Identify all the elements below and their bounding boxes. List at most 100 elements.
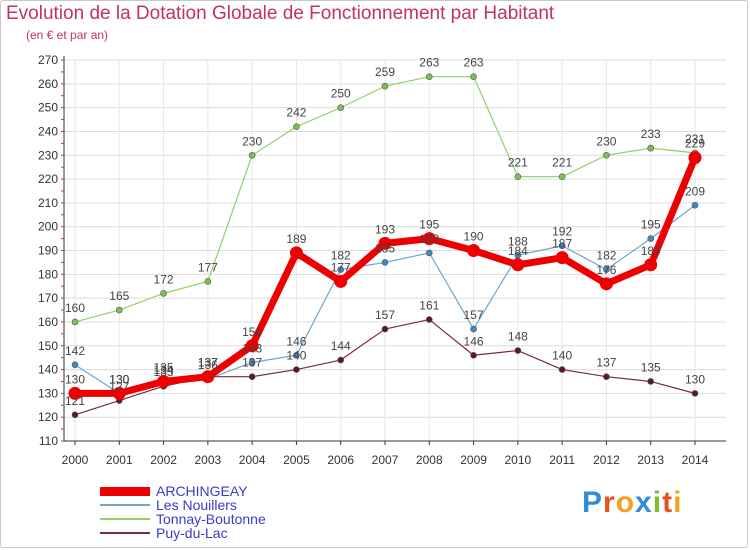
y-tick-label: 120 [38, 410, 58, 424]
data-point-tonnay-boutonne [470, 73, 477, 80]
data-point-tonnay-boutonne [337, 104, 345, 111]
data-point-puy-du-lac [647, 378, 655, 385]
logo-letter: P [582, 486, 604, 519]
data-point-archingeay [245, 339, 259, 353]
data-label-archingeay: 150 [242, 325, 262, 339]
data-label-les-nouillers: 157 [464, 308, 484, 322]
data-label-puy-du-lac: 140 [552, 349, 572, 363]
data-point-archingeay [334, 274, 348, 288]
y-tick-label: 140 [38, 363, 58, 377]
logo-letter: o [615, 486, 636, 519]
data-label-archingeay: 187 [552, 237, 572, 251]
data-point-les-nouillers [558, 242, 566, 250]
logo-letter: r [603, 486, 616, 519]
data-label-tonnay-boutonne: 172 [154, 272, 174, 286]
data-label-tonnay-boutonne: 231 [685, 132, 705, 146]
data-label-archingeay: 176 [596, 263, 616, 277]
x-tick-label: 2014 [682, 453, 709, 467]
y-tick-label: 110 [39, 434, 58, 448]
x-tick-label: 2008 [416, 453, 443, 467]
data-point-tonnay-boutonne [115, 306, 123, 314]
data-point-les-nouillers [71, 361, 79, 369]
data-label-les-nouillers: 143 [242, 341, 262, 355]
data-label-tonnay-boutonne: 259 [375, 65, 395, 79]
data-point-les-nouillers [248, 359, 256, 366]
data-point-tonnay-boutonne [204, 278, 212, 285]
proxiti-logo: Proxiti [582, 486, 682, 520]
data-label-archingeay: 184 [508, 244, 528, 258]
data-label-tonnay-boutonne: 221 [552, 156, 572, 170]
data-label-tonnay-boutonne: 230 [596, 134, 616, 148]
data-label-les-nouillers: 189 [419, 232, 439, 246]
data-label-tonnay-boutonne: 221 [508, 156, 528, 170]
data-label-archingeay: 189 [286, 232, 306, 246]
data-label-les-nouillers: 192 [552, 225, 572, 239]
data-label-archingeay: 130 [109, 372, 129, 386]
data-point-archingeay [378, 236, 392, 250]
data-label-puy-du-lac: 144 [331, 339, 351, 353]
legend-swatch [100, 498, 150, 512]
x-tick-label: 2006 [327, 453, 354, 467]
data-point-puy-du-lac [603, 373, 610, 381]
data-point-tonnay-boutonne [514, 173, 522, 180]
data-point-archingeay [467, 244, 481, 257]
data-label-puy-du-lac: 137 [596, 356, 616, 370]
data-label-archingeay: 184 [641, 244, 661, 258]
data-point-les-nouillers [470, 325, 477, 333]
data-point-les-nouillers [337, 266, 345, 273]
data-point-puy-du-lac [691, 390, 699, 397]
data-label-les-nouillers: 195 [641, 218, 661, 232]
chart-subtitle: (en € et par an) [26, 28, 109, 42]
y-tick-label: 160 [38, 315, 58, 329]
data-labels: 160 165 172 177 230 242 250 259 263 263 221 221 230 2… [65, 56, 705, 408]
y-tick-label: 270 [38, 53, 58, 67]
legend-label: Tonnay-Boutonne [156, 511, 266, 527]
data-point-archingeay [555, 251, 569, 265]
data-point-tonnay-boutonne [425, 73, 433, 80]
data-label-puy-du-lac: 148 [508, 330, 528, 344]
data-label-les-nouillers: 188 [508, 234, 528, 248]
data-label-archingeay: 229 [685, 137, 705, 151]
data-point-tonnay-boutonne [71, 318, 79, 326]
data-label-les-nouillers: 134 [154, 363, 174, 377]
x-tick-label: 2010 [505, 453, 532, 467]
data-point-les-nouillers [381, 259, 389, 266]
data-point-puy-du-lac [425, 316, 433, 323]
y-tick-label: 190 [38, 244, 58, 258]
data-point-les-nouillers [691, 201, 699, 209]
legend-swatch [100, 484, 150, 498]
x-tick-label: 2011 [549, 453, 575, 467]
data-point-tonnay-boutonne [603, 151, 610, 159]
data-label-puy-du-lac: 137 [242, 356, 262, 370]
data-label-archingeay: 137 [198, 356, 218, 370]
data-label-archingeay: 177 [331, 260, 351, 274]
data-point-archingeay [68, 386, 82, 400]
data-label-les-nouillers: 142 [65, 344, 85, 358]
x-tick-label: 2012 [593, 453, 620, 467]
data-point-archingeay [201, 370, 215, 384]
data-point-tonnay-boutonne [647, 144, 655, 152]
data-point-archingeay [112, 386, 126, 400]
y-tick-label: 200 [38, 220, 58, 234]
data-label-tonnay-boutonne: 160 [65, 301, 85, 315]
data-point-puy-du-lac [470, 351, 477, 359]
x-tick-label: 2005 [283, 453, 310, 467]
data-point-tonnay-boutonne [293, 123, 300, 130]
x-tick-label: 2007 [372, 453, 399, 467]
data-point-archingeay [289, 246, 303, 260]
series-lines [68, 73, 702, 419]
data-point-puy-du-lac [71, 411, 79, 419]
x-tick-label: 2003 [195, 453, 222, 467]
data-label-puy-du-lac: 127 [109, 380, 129, 394]
logo-letter: i [652, 486, 663, 519]
data-label-archingeay: 193 [375, 222, 395, 236]
data-point-les-nouillers [647, 235, 655, 242]
y-tick-label: 210 [38, 196, 58, 210]
data-point-puy-du-lac [381, 325, 389, 333]
data-label-archingeay: 130 [65, 372, 85, 386]
data-point-puy-du-lac [558, 366, 566, 373]
data-label-tonnay-boutonne: 242 [286, 106, 306, 120]
data-label-les-nouillers: 182 [331, 249, 351, 263]
legend-label: Puy-du-Lac [156, 525, 228, 541]
